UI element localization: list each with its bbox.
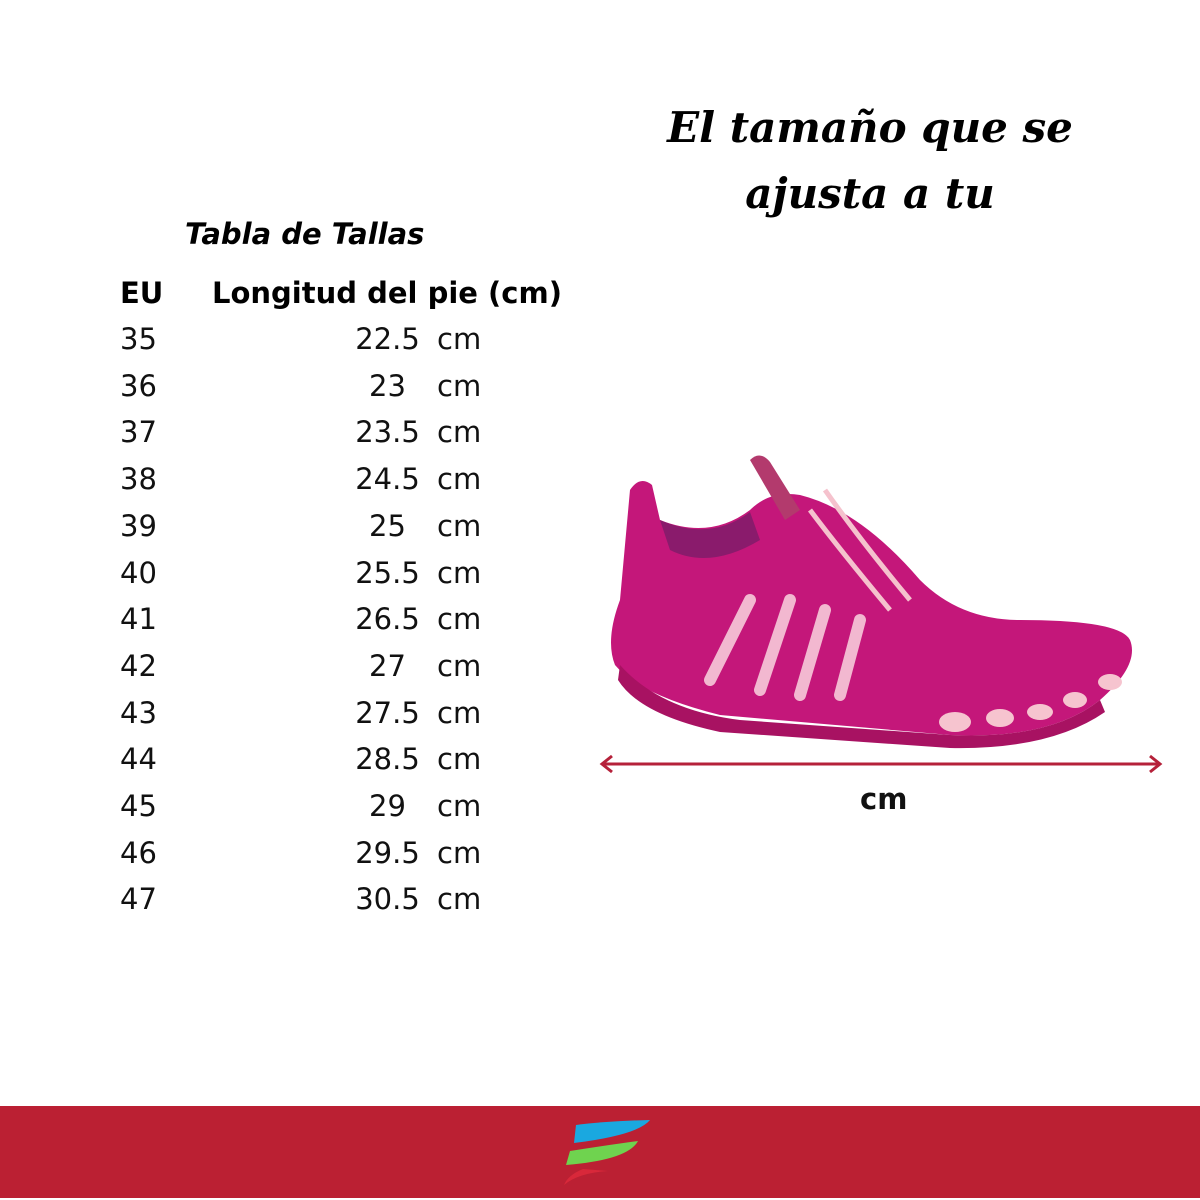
unit: cm: [437, 322, 482, 356]
header-eu: EU: [120, 276, 164, 310]
unit: cm: [437, 508, 482, 543]
unit: cm: [437, 742, 482, 777]
unit: cm: [437, 462, 482, 497]
table-row: 39 25 cm: [0, 509, 600, 555]
unit: cm: [437, 648, 482, 683]
length-arrow: [599, 754, 1163, 774]
eu-size: 46: [120, 835, 157, 870]
unit: cm: [437, 789, 482, 823]
foot-length: 27.5: [355, 695, 420, 730]
unit: cm: [437, 882, 482, 917]
table-row: 40 25.5 cm: [0, 556, 600, 602]
headline-line-1: El tamaño que se: [667, 103, 1073, 152]
table-row: 36 23 cm: [0, 369, 600, 415]
unit: cm: [437, 602, 482, 637]
table-row: 45 29 cm: [0, 789, 600, 835]
eu-size: 36: [120, 368, 157, 403]
brand-logo: [564, 1120, 650, 1185]
foot-length: 26.5: [355, 602, 420, 637]
eu-size: 44: [120, 742, 157, 777]
eu-size: 38: [120, 462, 157, 497]
unit: cm: [437, 415, 482, 450]
table-row: 41 26.5 cm: [0, 602, 600, 648]
foot-length: 24.5: [355, 462, 420, 497]
table-row: 37 23.5 cm: [0, 415, 600, 461]
unit: cm: [437, 368, 482, 403]
table-row: 47 30.5 cm: [0, 882, 600, 928]
measure-label: cm: [860, 782, 908, 816]
table-row: 43 27.5 cm: [0, 696, 600, 742]
foot-length: 29: [369, 789, 406, 823]
header-length: Longitud del pie (cm): [212, 276, 562, 310]
eu-size: 37: [120, 415, 157, 450]
eu-size: 42: [120, 648, 157, 683]
eu-size: 43: [120, 695, 157, 730]
foot-length: 23: [369, 368, 406, 403]
size-table-title: Tabla de Tallas: [185, 217, 425, 251]
eu-size: 35: [120, 322, 157, 356]
table-row: 38 24.5 cm: [0, 462, 600, 508]
table-row: 35 22.5 cm: [0, 322, 600, 368]
foot-length: 23.5: [355, 415, 420, 450]
foot-length: 29.5: [355, 835, 420, 870]
foot-length: 30.5: [355, 882, 420, 917]
eu-size: 47: [120, 882, 157, 917]
table-row: 46 29.5 cm: [0, 836, 600, 882]
headline: El tamaño que se ajusta a tu: [600, 95, 1140, 227]
unit: cm: [437, 555, 482, 590]
headline-line-2: ajusta a tu: [745, 169, 995, 218]
unit: cm: [437, 695, 482, 730]
foot-length: 25: [369, 508, 406, 543]
table-row: 44 28.5 cm: [0, 742, 600, 788]
foot-length: 22.5: [355, 322, 420, 356]
eu-size: 45: [120, 789, 157, 823]
eu-size: 40: [120, 555, 157, 590]
foot-length: 27: [369, 648, 406, 683]
shoe-image: [611, 455, 1132, 749]
unit: cm: [437, 835, 482, 870]
eu-size: 41: [120, 602, 157, 637]
eu-size: 39: [120, 508, 157, 543]
foot-length: 25.5: [355, 555, 420, 590]
table-row: 42 27 cm: [0, 649, 600, 695]
foot-length: 28.5: [355, 742, 420, 777]
